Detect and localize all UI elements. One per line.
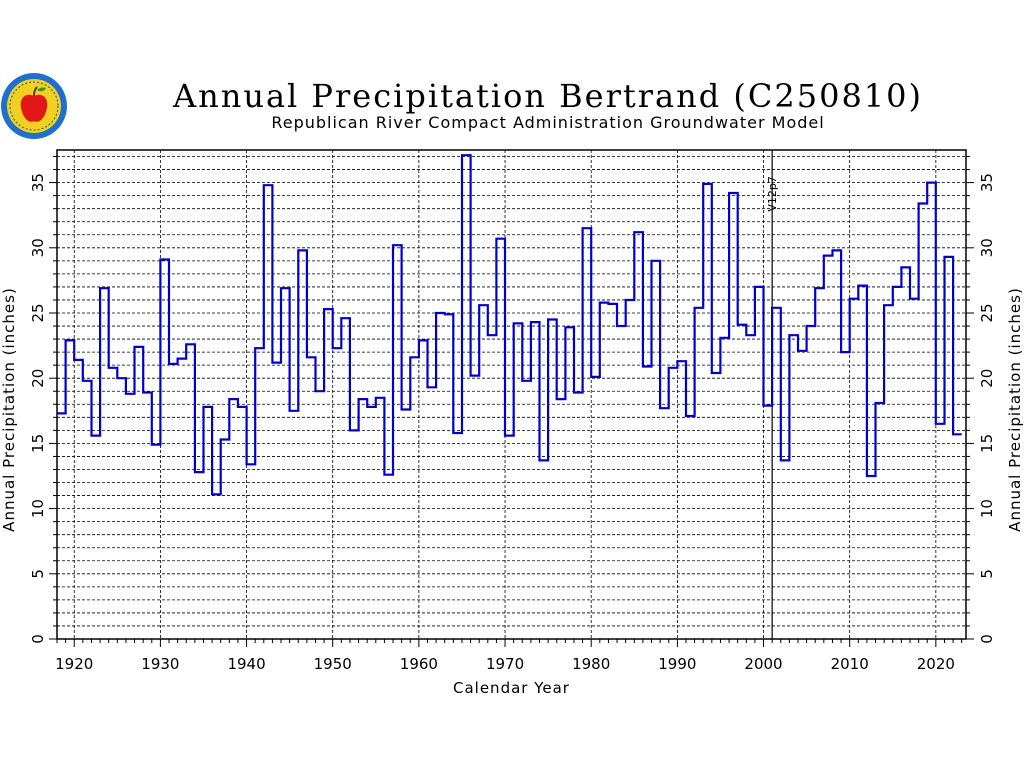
- y-tick-label-left: 0: [29, 634, 47, 644]
- x-tick-label: 1960: [400, 655, 438, 673]
- y-tick-label-left: 20: [29, 369, 47, 388]
- apple-stem-icon: [33, 86, 38, 97]
- apple-icon: [20, 94, 48, 122]
- y-tick-label-left: 15: [29, 434, 47, 453]
- y-tick-label-left: 30: [29, 238, 47, 257]
- x-tick-label: 1940: [227, 655, 265, 673]
- apple-leaf-icon: [37, 87, 46, 92]
- chart-title: Annual Precipitation Bertrand (C250810): [172, 77, 923, 115]
- x-tick-label: 1970: [486, 655, 524, 673]
- y-tick-label-left: 35: [29, 173, 47, 192]
- y-tick-label-right: 35: [978, 173, 996, 192]
- x-tick-label: 1990: [658, 655, 696, 673]
- x-tick-label: 1920: [55, 655, 93, 673]
- y-tick-label-right: 10: [978, 499, 996, 518]
- y-tick-label-right: 0: [978, 634, 996, 644]
- y-tick-label-right: 20: [978, 369, 996, 388]
- axes-group: 1920 1930 1940 1950 1960 1970 1980 1990 2000 2010…: [29, 156, 996, 673]
- y-tick-label-left: 10: [29, 499, 47, 518]
- y-axis-label-right: Annual Precipitation (inches): [1006, 287, 1024, 532]
- y-tick-label-left: 25: [29, 303, 47, 322]
- y-axis-label-left: Annual Precipitation (inches): [0, 287, 18, 532]
- annotation-label: V12p7: [766, 176, 779, 212]
- x-tick-label: 2010: [831, 655, 869, 673]
- grid-lines: [57, 150, 966, 639]
- precipitation-step-line: [57, 154, 962, 496]
- y-tick-label-left: 5: [29, 569, 47, 579]
- x-tick-label: 2000: [744, 655, 782, 673]
- seal-lettering-ring: [9, 81, 59, 131]
- y-tick-label-right: 15: [978, 434, 996, 453]
- chart-subtitle: Republican River Compact Administration …: [271, 113, 824, 132]
- x-tick-label: 1980: [572, 655, 610, 673]
- seal-logo-icon: [1, 73, 67, 139]
- x-tick-label: 1950: [314, 655, 352, 673]
- y-tick-label-right: 30: [978, 238, 996, 257]
- plot-frame: [56, 149, 967, 640]
- y-tick-label-right: 25: [978, 303, 996, 322]
- y-tick-label-right: 5: [978, 569, 996, 579]
- x-tick-label: 1930: [141, 655, 179, 673]
- x-tick-label: 2020: [917, 655, 955, 673]
- series-group: [57, 154, 962, 496]
- x-axis-label: Calendar Year: [453, 679, 570, 697]
